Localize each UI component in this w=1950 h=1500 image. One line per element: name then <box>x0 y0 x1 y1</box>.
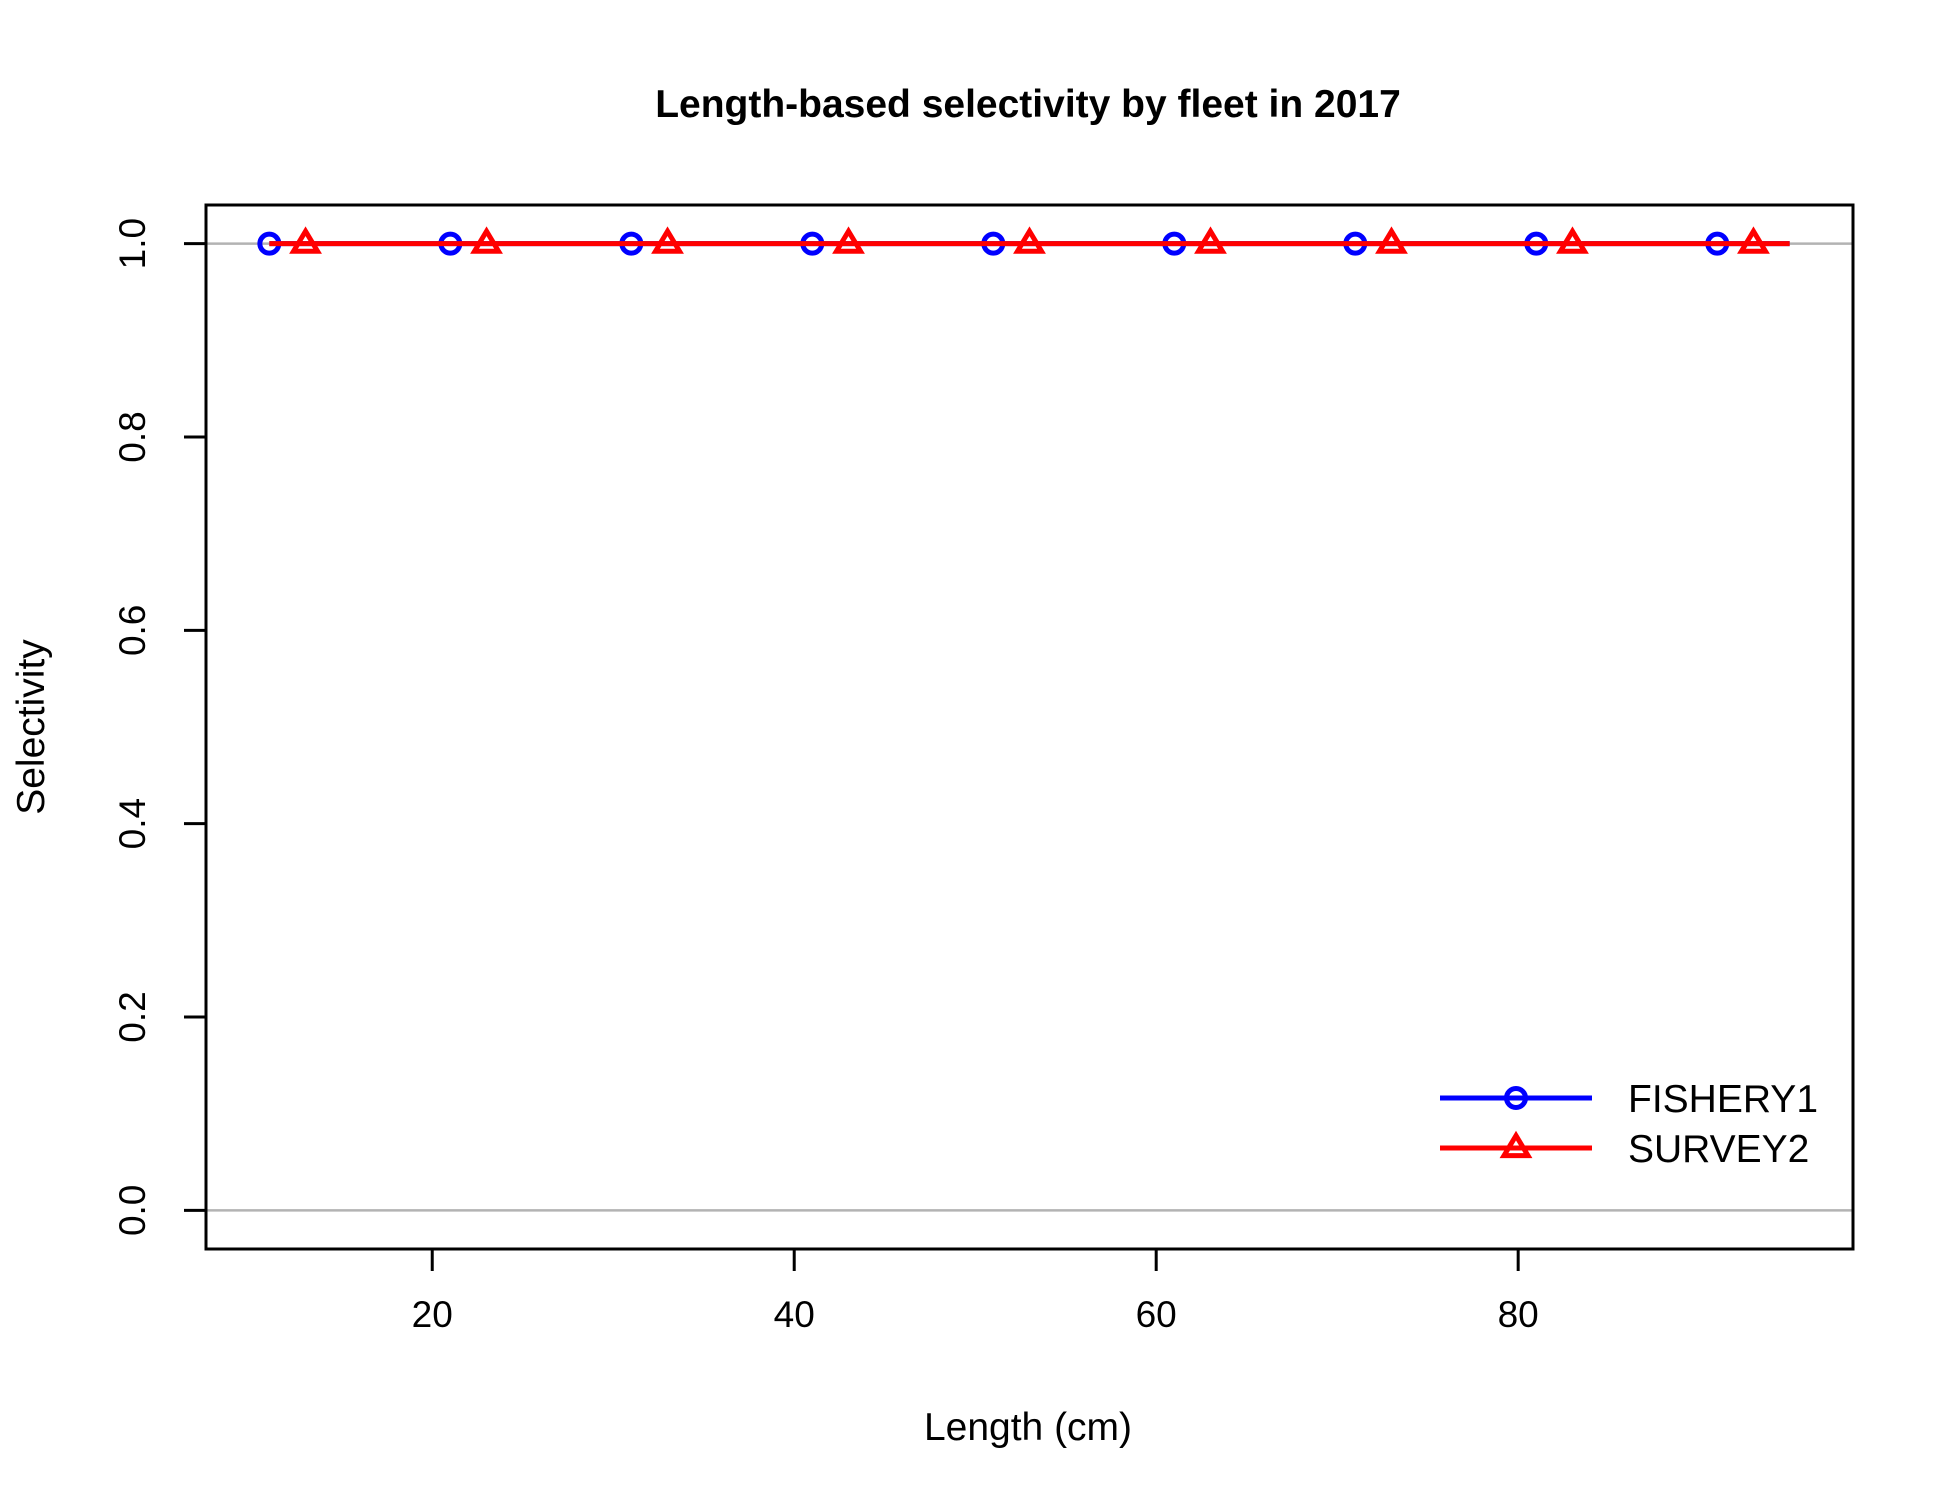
y-axis: 0.0 0.2 0.4 0.6 0.8 1.0 <box>112 218 208 1236</box>
x-tick-label: 40 <box>774 1294 815 1335</box>
x-tick-label: 60 <box>1136 1294 1177 1335</box>
series-layer <box>257 226 1790 256</box>
y-axis-label: Selectivity <box>10 639 53 815</box>
series-survey2 <box>269 226 1790 254</box>
x-axis: 20 40 60 80 <box>412 1247 1539 1335</box>
legend-label-fishery1: FISHERY1 <box>1628 1078 1818 1121</box>
series-point-survey2 <box>1375 226 1408 254</box>
series-point-survey2 <box>1556 226 1589 254</box>
y-tick-label: 0.6 <box>112 605 153 656</box>
x-axis-label: Length (cm) <box>924 1406 1132 1449</box>
x-tick-label: 20 <box>412 1294 453 1335</box>
series-point-survey2 <box>651 226 684 254</box>
series-point-survey2 <box>1013 226 1046 254</box>
y-tick-label: 1.0 <box>112 218 153 269</box>
x-tick-label: 80 <box>1498 1294 1539 1335</box>
y-tick-label: 0.0 <box>112 1185 153 1236</box>
series-point-survey2 <box>1737 226 1770 254</box>
series-point-survey2 <box>470 226 503 254</box>
y-tick-label: 0.4 <box>112 798 153 849</box>
legend-marker-survey2 <box>1499 1130 1533 1159</box>
y-tick-label: 0.2 <box>112 991 153 1042</box>
series-point-survey2 <box>832 226 865 254</box>
legend-item-fishery1: FISHERY1 <box>1440 1078 1818 1121</box>
legend-label-survey2: SURVEY2 <box>1628 1128 1809 1171</box>
y-tick-label: 0.8 <box>112 411 153 462</box>
legend: FISHERY1 SURVEY2 <box>1440 1078 1818 1171</box>
series-point-survey2 <box>289 226 322 254</box>
legend-marker-fishery1 <box>1504 1086 1528 1110</box>
legend-item-survey2: SURVEY2 <box>1440 1128 1809 1171</box>
plot-frame <box>204 203 1855 1251</box>
series-point-survey2 <box>1194 226 1227 254</box>
chart-title: Length-based selectivity by fleet in 201… <box>655 83 1401 126</box>
reference-lines <box>206 242 1853 1212</box>
